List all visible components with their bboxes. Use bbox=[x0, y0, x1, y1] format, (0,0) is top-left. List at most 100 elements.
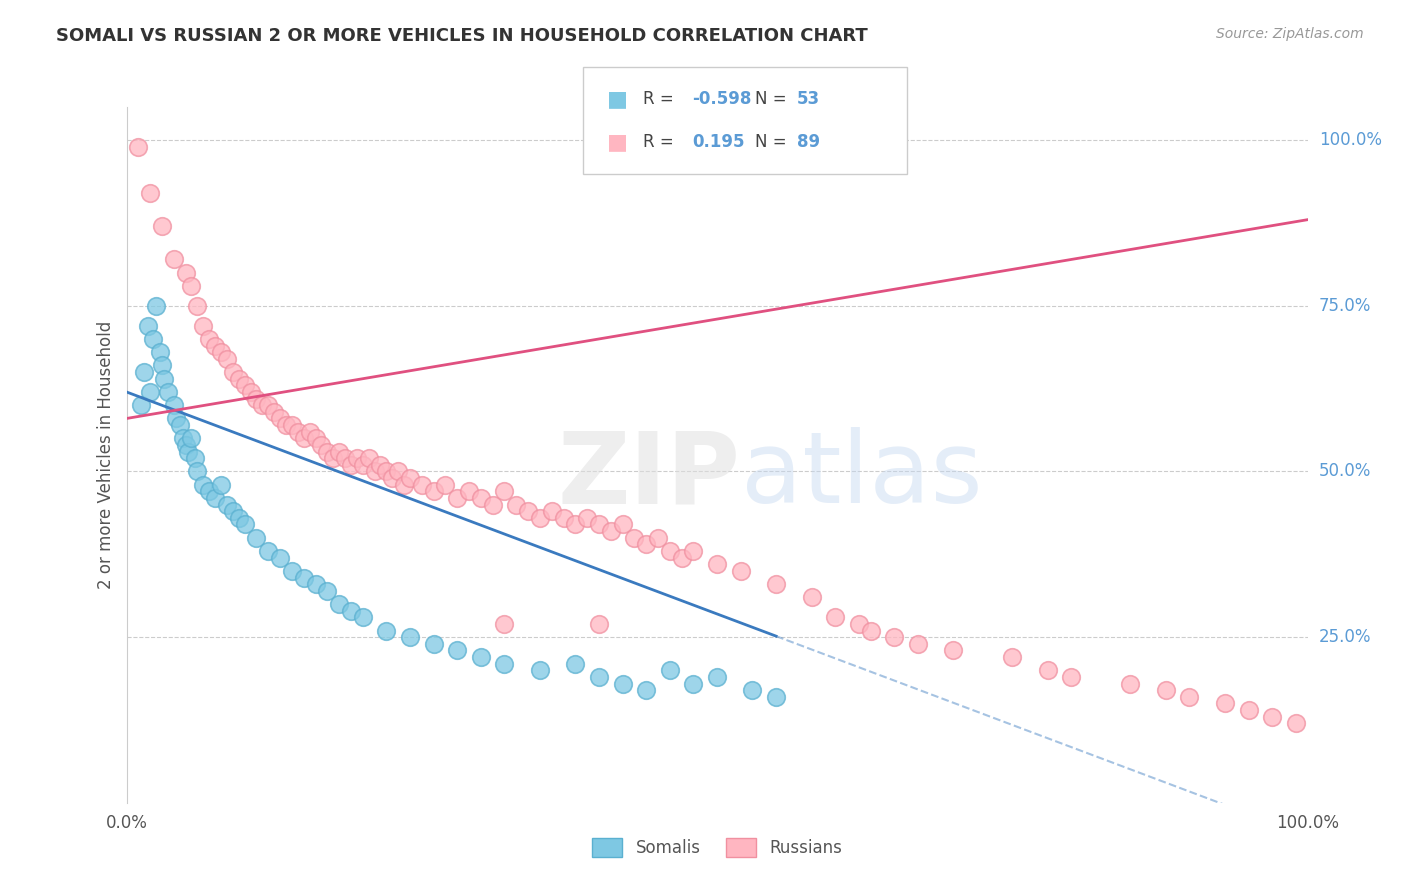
Point bbox=[1036, 663, 1059, 677]
Point bbox=[233, 517, 256, 532]
Point bbox=[399, 471, 422, 485]
Point bbox=[136, 318, 159, 333]
Point bbox=[156, 384, 179, 399]
Point bbox=[204, 338, 226, 352]
Point bbox=[198, 332, 221, 346]
Point bbox=[363, 465, 385, 479]
Point bbox=[322, 451, 344, 466]
Text: SOMALI VS RUSSIAN 2 OR MORE VEHICLES IN HOUSEHOLD CORRELATION CHART: SOMALI VS RUSSIAN 2 OR MORE VEHICLES IN … bbox=[56, 27, 868, 45]
Point bbox=[859, 624, 882, 638]
Point bbox=[765, 577, 787, 591]
Point bbox=[588, 670, 610, 684]
Point bbox=[564, 657, 586, 671]
Text: ■: ■ bbox=[607, 132, 628, 152]
Point bbox=[193, 318, 215, 333]
Point bbox=[824, 610, 846, 624]
Point bbox=[145, 299, 167, 313]
Text: 100.0%: 100.0% bbox=[1319, 131, 1382, 149]
Point bbox=[298, 425, 321, 439]
Point bbox=[352, 458, 374, 472]
Point bbox=[658, 663, 681, 677]
Point bbox=[505, 498, 527, 512]
Point bbox=[1001, 650, 1024, 665]
Point bbox=[494, 484, 516, 499]
Text: 50.0%: 50.0% bbox=[1319, 462, 1371, 481]
Text: 53: 53 bbox=[797, 90, 820, 108]
Point bbox=[352, 610, 374, 624]
Point bbox=[1213, 697, 1236, 711]
Point bbox=[612, 517, 634, 532]
Point bbox=[245, 531, 267, 545]
Point bbox=[1060, 670, 1083, 684]
Point bbox=[141, 332, 163, 346]
Text: 89: 89 bbox=[797, 133, 820, 151]
Legend: Somalis, Russians: Somalis, Russians bbox=[586, 831, 848, 864]
Point bbox=[636, 683, 658, 698]
Point bbox=[177, 444, 200, 458]
Point bbox=[387, 465, 409, 479]
Point bbox=[671, 550, 693, 565]
Point bbox=[481, 498, 503, 512]
Point bbox=[316, 444, 339, 458]
Point bbox=[883, 630, 905, 644]
Point bbox=[311, 438, 333, 452]
Point bbox=[1154, 683, 1177, 698]
Point bbox=[150, 359, 173, 373]
Point bbox=[741, 683, 763, 698]
Point bbox=[222, 365, 245, 379]
Point bbox=[186, 465, 208, 479]
Text: ■: ■ bbox=[607, 89, 628, 109]
Point bbox=[540, 504, 562, 518]
Point bbox=[281, 418, 304, 433]
Point bbox=[149, 345, 172, 359]
Point bbox=[1285, 716, 1308, 731]
Point bbox=[1237, 703, 1260, 717]
Point bbox=[198, 484, 221, 499]
Point bbox=[411, 477, 433, 491]
Text: ZIP: ZIP bbox=[558, 427, 741, 524]
Point bbox=[446, 491, 468, 505]
Point bbox=[180, 279, 202, 293]
Point bbox=[470, 650, 492, 665]
Point bbox=[245, 392, 267, 406]
Point bbox=[340, 458, 363, 472]
Point bbox=[169, 418, 191, 433]
Point bbox=[165, 411, 187, 425]
Point bbox=[682, 676, 704, 690]
Point bbox=[184, 451, 207, 466]
Point bbox=[239, 384, 262, 399]
Text: R =: R = bbox=[643, 90, 679, 108]
Point bbox=[174, 438, 197, 452]
Point bbox=[706, 558, 728, 572]
Point bbox=[399, 630, 422, 644]
Point bbox=[357, 451, 380, 466]
Point bbox=[263, 405, 285, 419]
Point bbox=[292, 570, 315, 584]
Point bbox=[304, 431, 326, 445]
Point bbox=[848, 616, 870, 631]
Point bbox=[228, 511, 250, 525]
Point bbox=[215, 351, 238, 366]
Point bbox=[470, 491, 492, 505]
Point bbox=[257, 398, 280, 412]
Point bbox=[139, 384, 162, 399]
Point bbox=[730, 564, 752, 578]
Point bbox=[228, 372, 250, 386]
Point bbox=[422, 484, 444, 499]
Point bbox=[215, 498, 238, 512]
Point bbox=[209, 345, 232, 359]
Text: N =: N = bbox=[755, 133, 792, 151]
Text: 0.195: 0.195 bbox=[692, 133, 744, 151]
Point bbox=[333, 451, 356, 466]
Point bbox=[233, 378, 256, 392]
Point bbox=[292, 431, 315, 445]
Point bbox=[1178, 690, 1201, 704]
Point bbox=[180, 431, 202, 445]
Point bbox=[172, 431, 194, 445]
Point bbox=[446, 643, 468, 657]
Point bbox=[434, 477, 457, 491]
Point bbox=[370, 458, 392, 472]
Point bbox=[328, 597, 350, 611]
Point bbox=[658, 544, 681, 558]
Point bbox=[375, 465, 398, 479]
